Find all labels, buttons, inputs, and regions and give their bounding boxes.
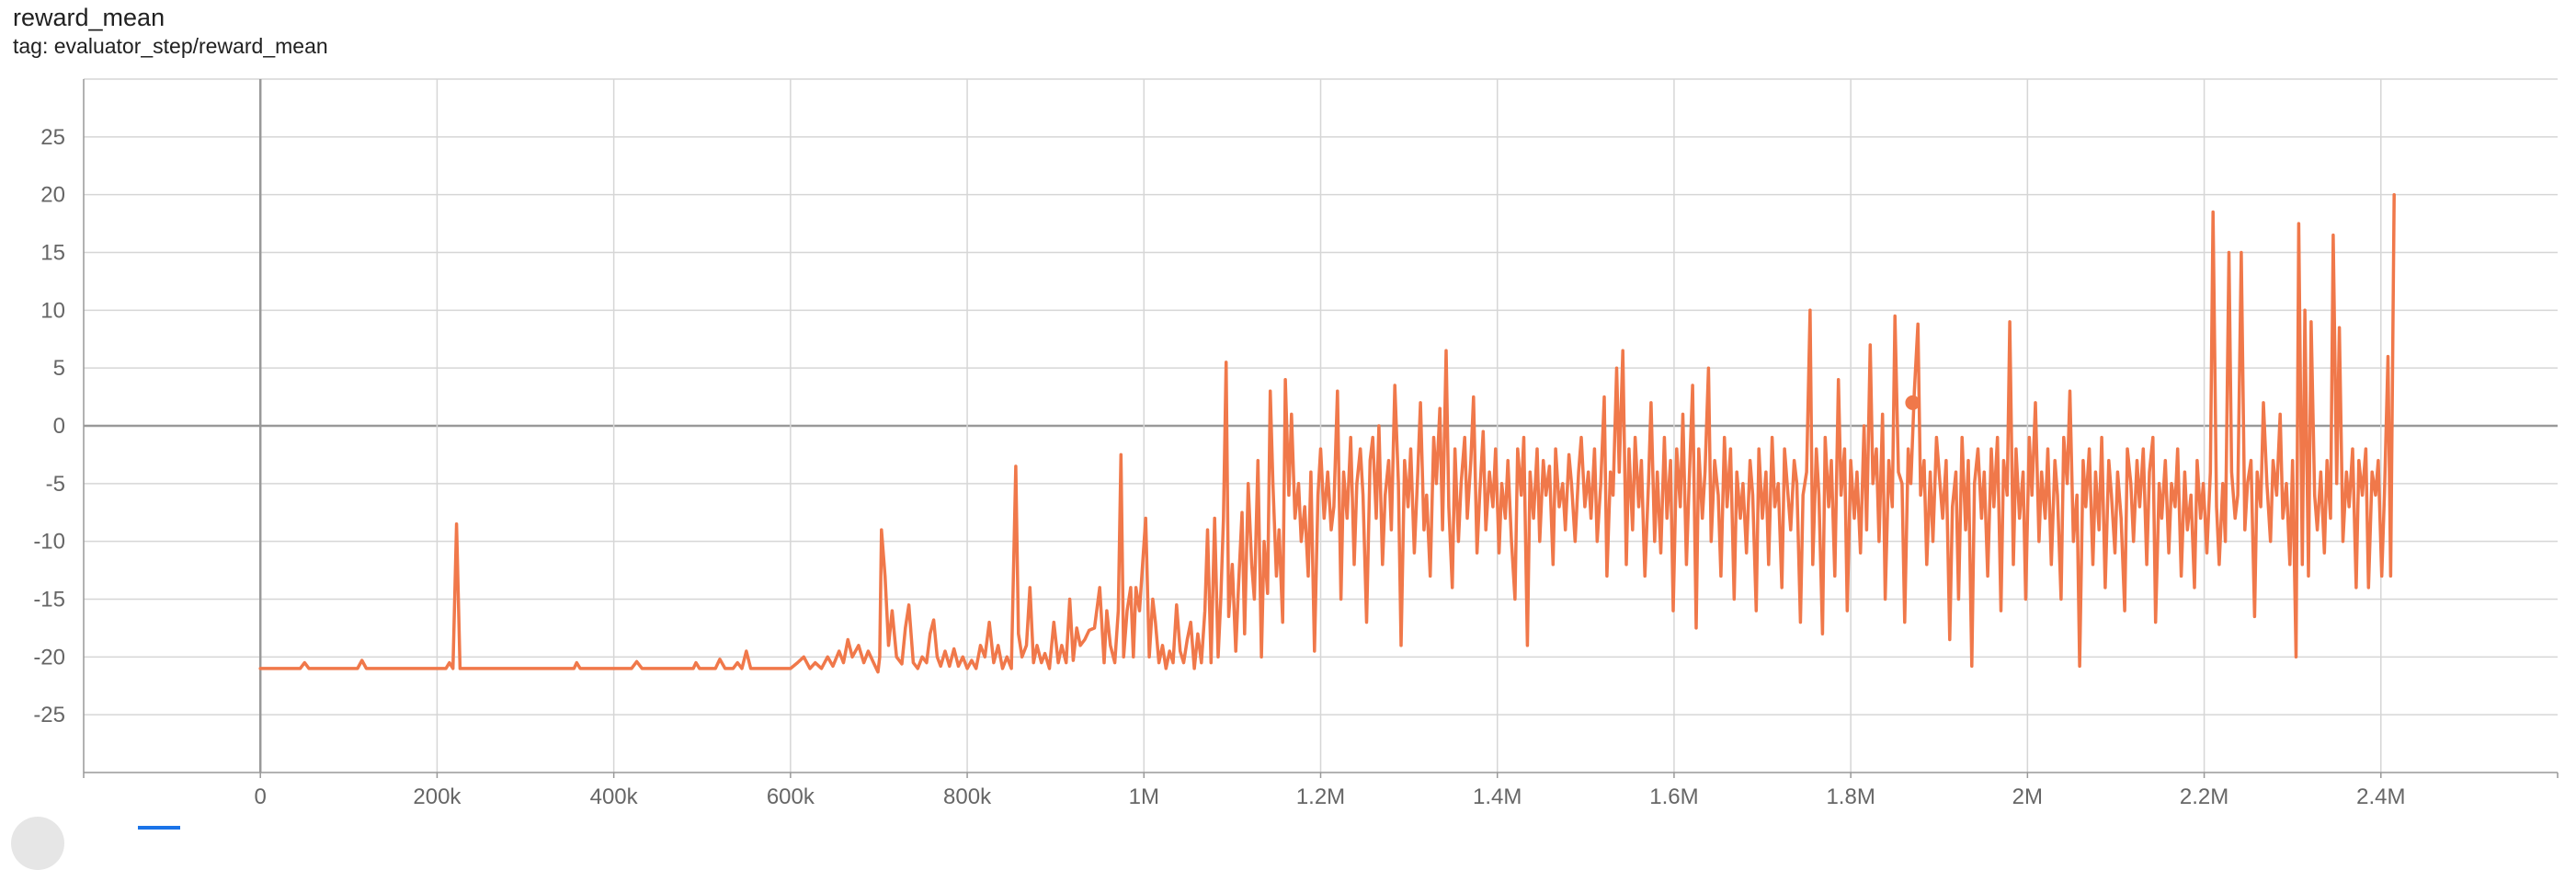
y-tick-label: 5 (53, 356, 65, 381)
y-tick-label: -25 (33, 703, 65, 727)
x-tick-label: 0 (255, 784, 267, 809)
y-tick-label: 0 (53, 414, 65, 439)
x-tick-label: 400k (590, 784, 639, 809)
x-tick-label: 2.4M (2356, 784, 2405, 809)
toolbar-avatar-circle[interactable] (11, 817, 64, 870)
x-tick-label: 200k (413, 784, 462, 809)
y-tick-label: 10 (40, 298, 65, 323)
y-tick-label: -15 (33, 588, 65, 612)
x-tick-label: 2.2M (2180, 784, 2228, 809)
line-chart: 25 20 15 10 5 0 -5 -10 -15 -20 -25 0 200k 400k 600k 800… (33, 78, 2559, 809)
x-tick-label: 800k (943, 784, 992, 809)
y-tick-label: -10 (33, 530, 65, 555)
toolbar-accent-indicator (138, 826, 180, 830)
y-tick-label: 15 (40, 241, 65, 266)
x-tick-label: 1M (1129, 784, 1159, 809)
x-tick-label: 1.4M (1473, 784, 1522, 809)
x-tick-label: 1.6M (1649, 784, 1698, 809)
y-tick-label: -5 (46, 472, 65, 497)
series-line (258, 192, 2396, 674)
chart-title: reward_mean (13, 4, 165, 31)
y-tick-label: -20 (33, 645, 65, 670)
x-tick-label: 600k (767, 784, 815, 809)
x-tick-label: 1.2M (1296, 784, 1345, 809)
y-tick-label: 25 (40, 125, 65, 150)
x-tick-label: 2M (2012, 784, 2043, 809)
highlight-point (1905, 395, 1921, 410)
y-tick-label: 20 (40, 183, 65, 208)
x-tick-label: 1.8M (1826, 784, 1875, 809)
chart-subtitle: tag: evaluator_step/reward_mean (13, 34, 328, 58)
